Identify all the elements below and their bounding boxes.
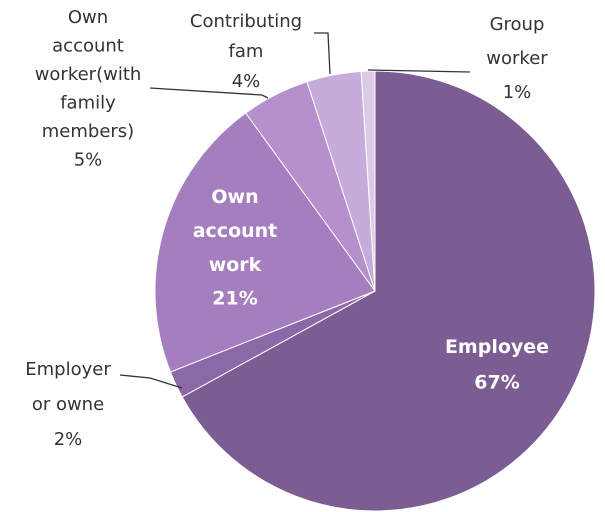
category-label-line: Employee <box>445 336 549 358</box>
leader-line <box>119 374 183 389</box>
category-label-line: or owne <box>32 394 104 415</box>
category-label-line: Own <box>68 7 108 28</box>
value-label: 5% <box>74 150 103 171</box>
pie-slice <box>181 70 596 512</box>
category-label: Own account work <box>193 186 278 276</box>
value-label: 4% <box>232 71 261 92</box>
category-label-line: worker <box>486 48 548 69</box>
category-label-line: Employer <box>25 359 111 380</box>
category-label-line: account <box>52 36 124 57</box>
category-label-line: members) <box>42 121 134 142</box>
category-label: Employer or owne <box>25 359 111 415</box>
category-label-line: Group <box>490 14 545 35</box>
category-label-line: work <box>209 254 262 276</box>
category-label-line: worker(with <box>35 64 142 85</box>
pie-slice <box>360 70 376 292</box>
value-label: 21% <box>212 288 257 310</box>
leader-line <box>367 69 471 73</box>
category-label: Group worker <box>486 14 548 69</box>
category-label-line: fam <box>229 41 264 62</box>
category-label-line: Own <box>211 186 258 208</box>
category-label-line: account <box>193 220 278 242</box>
category-label-line: Contributing <box>190 11 302 32</box>
value-label: 67% <box>474 372 519 394</box>
category-label: Own account worker(with family members) <box>35 7 142 142</box>
leader-line <box>314 32 331 75</box>
pie-slice <box>154 112 376 373</box>
category-label: Employee <box>445 336 549 358</box>
value-label: 2% <box>54 429 83 450</box>
category-label-line: family <box>60 93 116 114</box>
leader-line <box>149 87 269 99</box>
category-label: Contributing fam <box>190 11 302 62</box>
value-label: 1% <box>503 82 532 103</box>
